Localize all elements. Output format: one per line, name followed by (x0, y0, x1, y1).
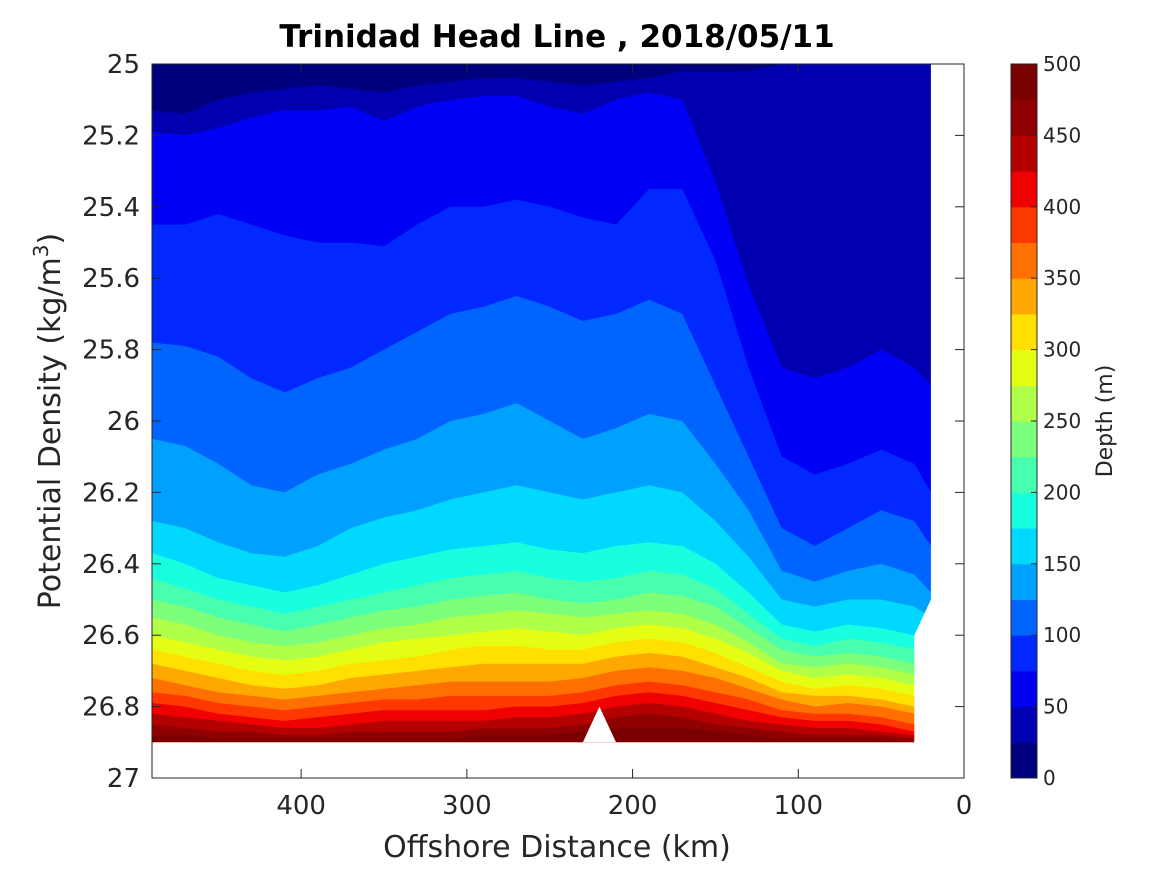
colorbar-tick-label: 200 (1043, 480, 1081, 504)
x-tick-label: 300 (442, 791, 492, 821)
colorbar-tick-label: 450 (1043, 123, 1081, 147)
y-axis-title-close: ) (33, 233, 68, 245)
x-tick-label: 200 (608, 791, 658, 821)
colorbar-title: Depth (m) (1093, 365, 1118, 478)
contour-fill-layer (152, 64, 931, 743)
y-axis-title-superscript: 3 (29, 244, 53, 257)
colorbar-swatch (1011, 99, 1037, 136)
colorbar-swatch (1011, 492, 1037, 529)
colorbar-swatch (1011, 64, 1037, 101)
colorbar-tick-label: 350 (1043, 266, 1081, 290)
colorbar-swatch (1011, 706, 1037, 743)
colorbar-swatch (1011, 349, 1037, 386)
colorbar-swatch (1011, 635, 1037, 672)
contour-band-475 (152, 728, 931, 743)
colorbar-swatch (1011, 563, 1037, 600)
y-axis-title: Potential Density (kg/m3) (29, 233, 68, 609)
colorbar-swatch (1011, 171, 1037, 208)
y-axis: 25 25.2 25.4 25.6 25.8 26 26.2 26.4 26.6 26.8 27 (82, 50, 964, 794)
colorbar-tick-label: 500 (1043, 52, 1081, 76)
colorbar (1010, 63, 1038, 779)
y-tick-label: 26.2 (82, 478, 140, 508)
y-tick-label: 25.8 (82, 336, 140, 366)
colorbar-tick-label: 100 (1043, 623, 1081, 647)
y-tick-label: 26.4 (82, 550, 140, 580)
colorbar-swatch (1011, 421, 1037, 458)
y-tick-label: 26 (107, 407, 140, 437)
nan-region-1 (914, 64, 964, 778)
x-axis: 400 300 200 100 0 (276, 64, 972, 821)
colorbar-tick-label: 50 (1043, 695, 1068, 719)
nan-region-0 (582, 706, 616, 743)
y-tick-label: 25 (107, 50, 140, 80)
colorbar-swatch (1011, 135, 1037, 172)
colorbar-swatch (1011, 670, 1037, 708)
missing-data-mask (152, 64, 964, 778)
colorbar-swatch (1011, 528, 1037, 565)
x-tick-label: 400 (276, 791, 326, 821)
x-axis-title: Offshore Distance (km) (383, 830, 731, 865)
colorbar-tick-label: 400 (1043, 195, 1081, 219)
y-tick-label: 26.6 (82, 621, 140, 651)
y-tick-label: 25.4 (82, 193, 140, 223)
colorbar-swatch (1011, 313, 1037, 351)
below-data-mask (152, 742, 964, 778)
colorbar-swatch (1011, 278, 1037, 315)
colorbar-tick-label: 250 (1043, 409, 1081, 433)
chart-title: Trinidad Head Line , 2018/05/11 (279, 19, 834, 55)
colorbar-tick-label: 300 (1043, 338, 1081, 362)
x-tick-label: 100 (773, 791, 823, 821)
y-tick-label: 27 (107, 764, 140, 794)
colorbar-swatch (1011, 242, 1037, 279)
y-tick-label: 25.6 (82, 264, 140, 294)
colorbar-tick-label: 0 (1043, 766, 1056, 790)
y-axis-title-main: Potential Density (kg/m (33, 257, 68, 609)
colorbar-swatch (1011, 385, 1037, 422)
colorbar-swatch (1011, 456, 1037, 493)
colorbar-swatch (1011, 599, 1037, 636)
colorbar-axis: 0 50 100 150 200 250 300 350 400 450 500 (1031, 52, 1081, 790)
x-tick-label: 0 (956, 791, 973, 821)
colorbar-swatch (1011, 742, 1037, 779)
y-tick-label: 26.8 (82, 693, 140, 723)
colorbar-swatch (1011, 206, 1037, 243)
y-tick-label: 25.2 (82, 121, 140, 151)
colorbar-tick-label: 150 (1043, 552, 1081, 576)
